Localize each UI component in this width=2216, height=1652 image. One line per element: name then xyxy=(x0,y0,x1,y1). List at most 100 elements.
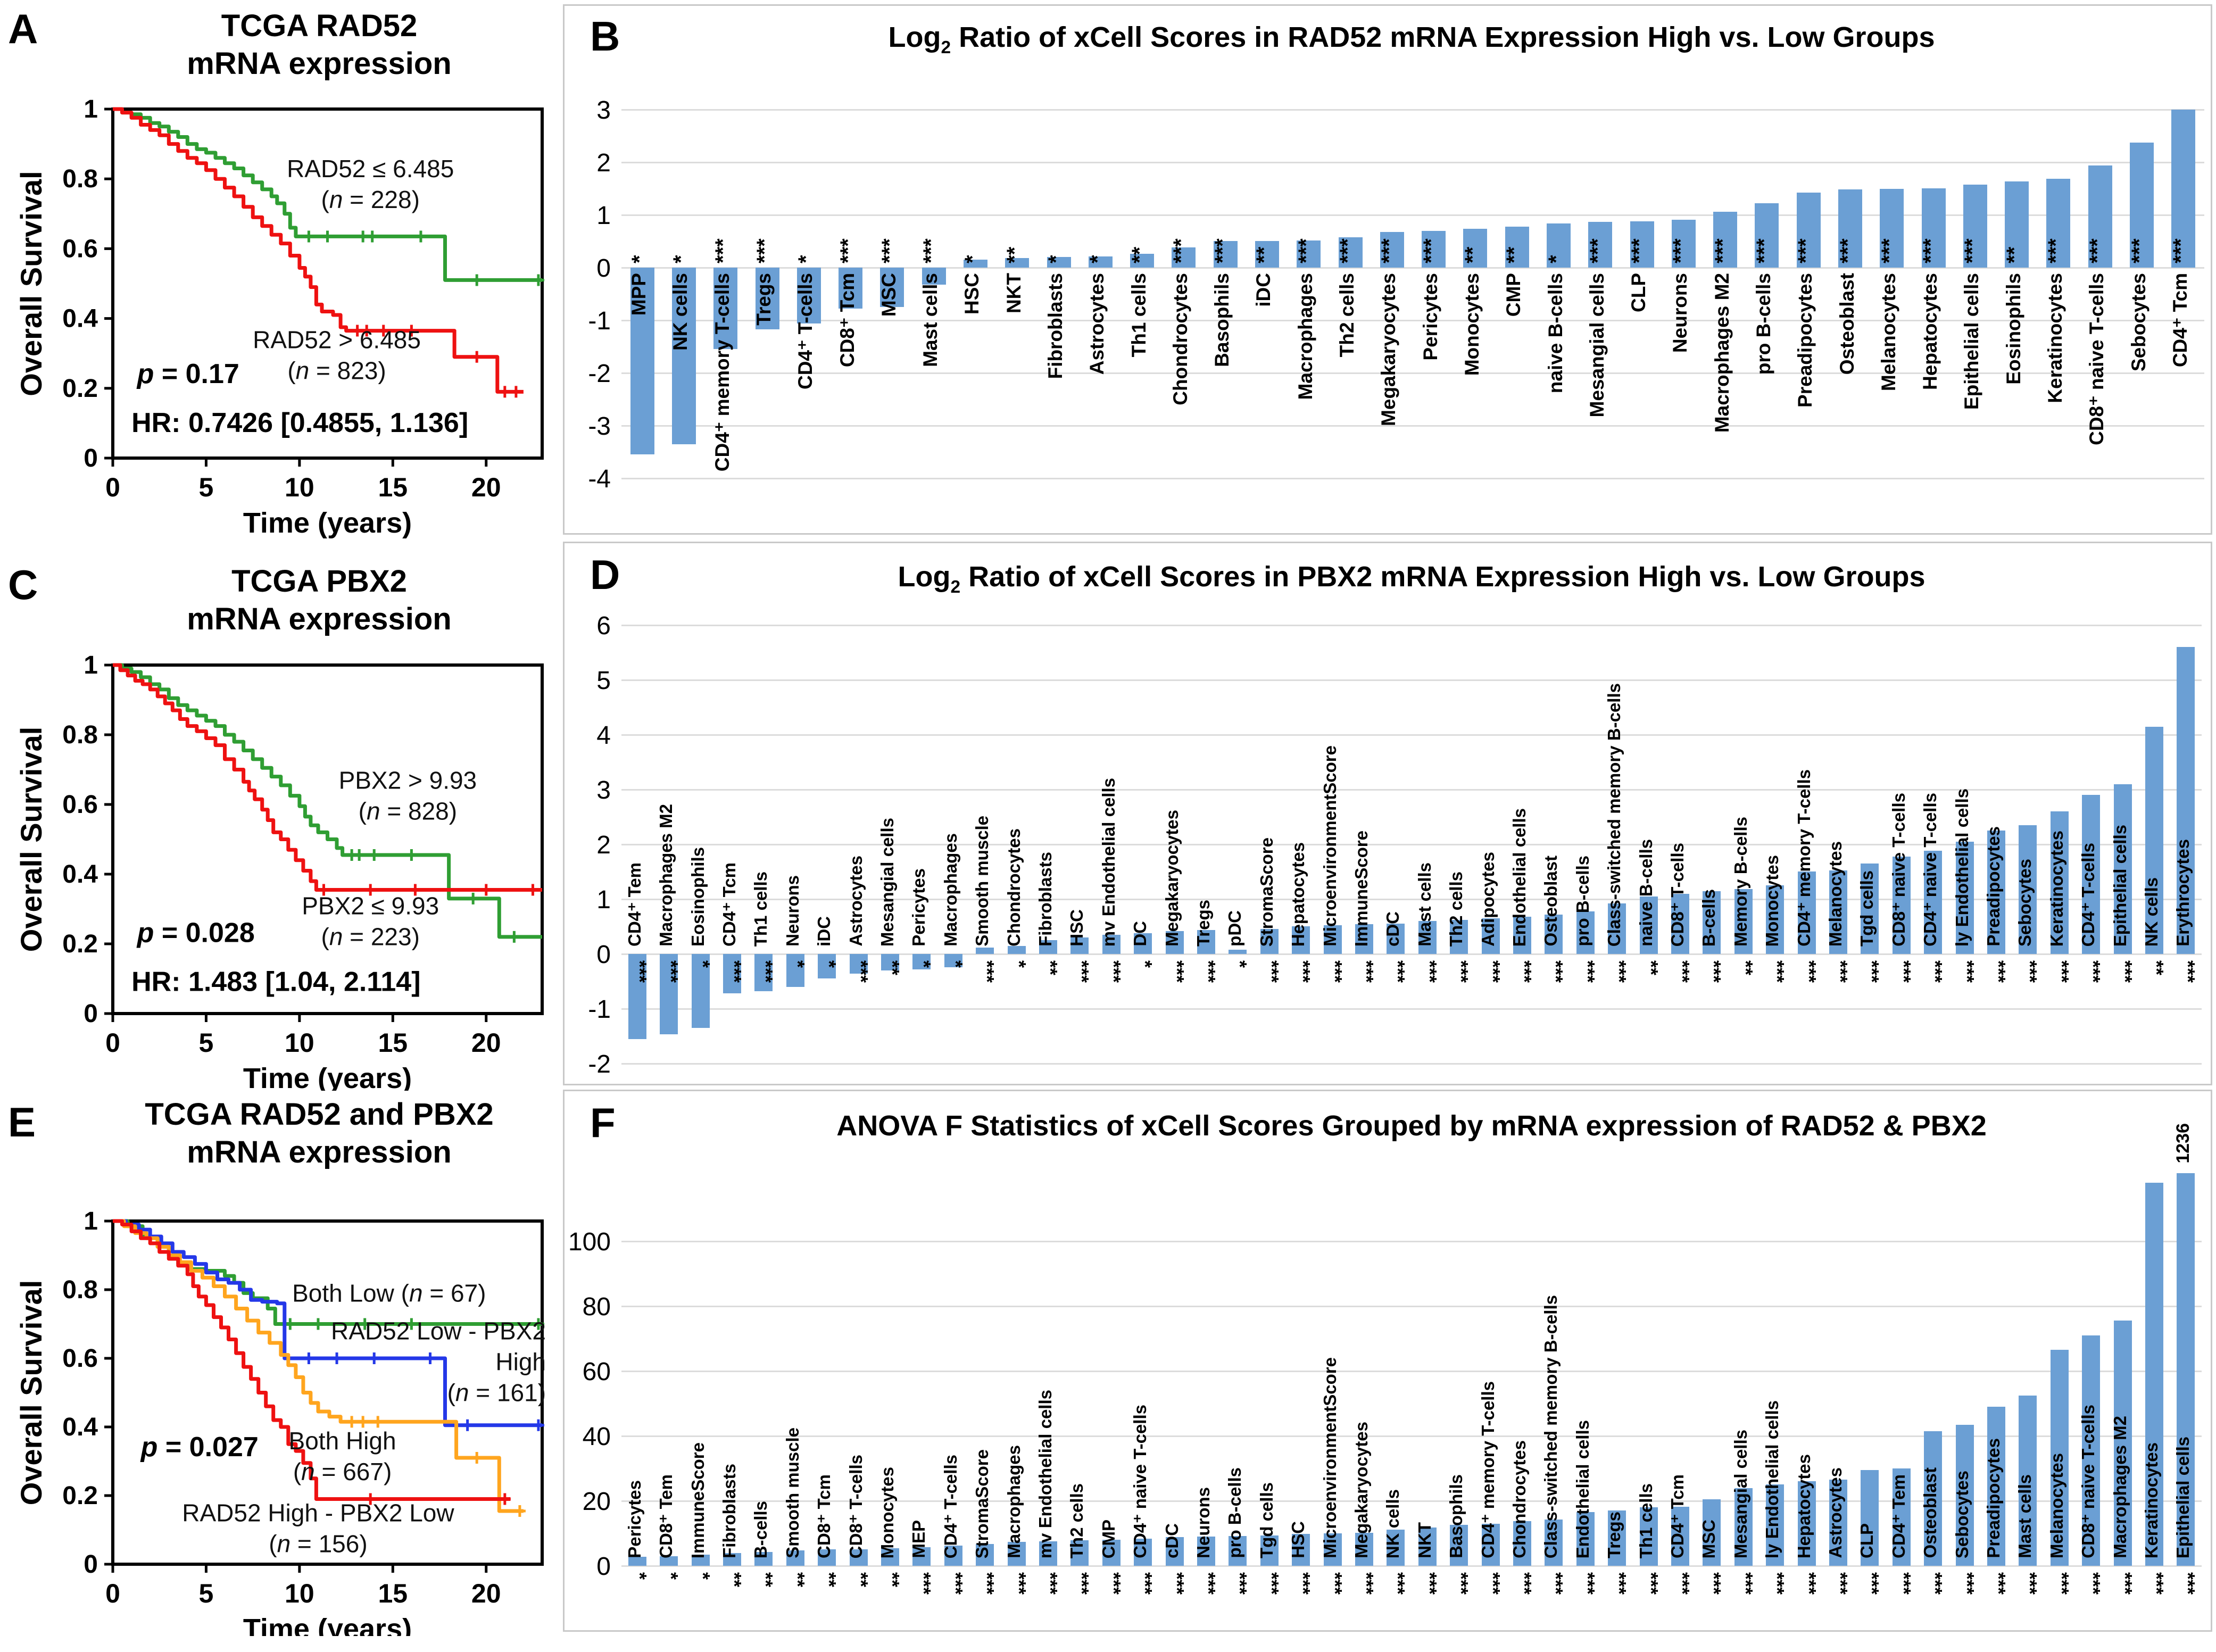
bar xyxy=(1297,240,1321,268)
km-curve xyxy=(113,107,542,282)
y-tick-label: 0.8 xyxy=(62,1276,98,1304)
significance-stars: *** xyxy=(945,1572,967,1595)
significance-stars: ** xyxy=(1735,960,1757,976)
significance-stars: *** xyxy=(1956,1572,1978,1595)
bar-label: Preadipocytes xyxy=(1983,1438,2003,1558)
km-curve xyxy=(113,1219,542,1427)
significance-stars: ** xyxy=(850,1572,872,1588)
bar-label: Tgd cells xyxy=(1257,1482,1276,1558)
series-label: RAD52 High - PBX2 Low xyxy=(182,1499,454,1526)
y-axis-tick-label: 5 xyxy=(596,667,611,695)
series-label: (n = 828) xyxy=(359,798,457,825)
bar xyxy=(1798,1481,1816,1566)
significance-stars: * xyxy=(1044,255,1068,263)
significance-stars: ** xyxy=(1461,246,1484,263)
bar xyxy=(1070,1540,1089,1566)
significance-stars: ** xyxy=(755,1572,777,1588)
bar-label: Endothelial cells xyxy=(1509,808,1529,947)
bar-label: Chondrocytes xyxy=(1169,273,1191,405)
km-rad52-title-line2: mRNA expression xyxy=(187,46,452,81)
y-axis-label: Overall Survival xyxy=(14,1280,48,1505)
x-tick-label: 5 xyxy=(199,472,214,502)
panel-letter-c: C xyxy=(8,561,38,608)
bar xyxy=(1922,188,1946,268)
bar xyxy=(628,954,646,1039)
bar-label: CD8⁺ naive T-cells xyxy=(1889,793,1908,947)
significance-stars: *** xyxy=(976,960,998,983)
bar-label: Monocytes xyxy=(877,1466,897,1558)
significance-stars: *** xyxy=(755,960,777,983)
significance-stars: *** xyxy=(1419,960,1441,983)
panel-letter-a: A xyxy=(8,5,38,52)
significance-stars: * xyxy=(818,960,840,968)
bar-label: B-cells xyxy=(751,1500,770,1558)
bar xyxy=(976,948,994,954)
bar xyxy=(1766,885,1784,954)
censor-mark xyxy=(361,325,373,337)
bar-label: CD8⁺ T-cells xyxy=(1667,842,1687,947)
y-axis-tick-label: -1 xyxy=(588,995,611,1024)
y-axis-label: Overall Survival xyxy=(14,171,48,396)
significance-stars: ** xyxy=(724,1572,745,1588)
bar-label: Erythrocytes xyxy=(2173,839,2193,947)
bar-label: StromaScore xyxy=(1257,837,1276,947)
bar-anova-plot: 100 80 60 40 20 0 Pericytes * CD8⁺ Tem * ImmuneSco… xyxy=(565,1091,2211,1630)
bar-label: Neurons xyxy=(1669,273,1691,353)
bar xyxy=(1963,185,1987,268)
bar xyxy=(1640,1507,1658,1566)
bar xyxy=(628,1557,646,1566)
bar xyxy=(797,268,821,323)
significance-stars: *** xyxy=(1482,960,1504,983)
bar xyxy=(692,954,710,1028)
bar-label: naive B-cells xyxy=(1636,839,1656,947)
censor-mark xyxy=(471,351,483,363)
series-label: (n = 161) xyxy=(447,1379,546,1407)
y-tick-label: 0.8 xyxy=(62,165,98,193)
significance-stars: *** xyxy=(1711,238,1734,263)
bar xyxy=(1513,1521,1531,1566)
bar-label: Basophils xyxy=(1446,1474,1466,1558)
significance-stars: *** xyxy=(1798,1572,1820,1595)
bar-label: MSC xyxy=(1699,1519,1719,1558)
significance-stars: *** xyxy=(1608,960,1630,983)
km-combined-title: TCGA RAD52 and PBX2 mRNA expression xyxy=(80,1096,559,1172)
significance-stars: * xyxy=(794,255,818,263)
bar-label: iDC xyxy=(1252,273,1274,307)
censor-mark xyxy=(532,1318,544,1330)
significance-stars: *** xyxy=(724,960,745,983)
y-axis-tick-label: -2 xyxy=(588,1050,611,1078)
bar xyxy=(754,1552,773,1566)
gridline xyxy=(621,679,2202,681)
gridline xyxy=(621,478,2204,479)
series-label: RAD52 ≤ 6.485 xyxy=(287,155,454,182)
bar-label: HSC xyxy=(1067,909,1086,947)
y-axis-tick-label: -2 xyxy=(588,360,611,388)
significance-stars: * xyxy=(669,255,693,263)
bar xyxy=(1987,831,2005,954)
bar-rad52-plot: 3 2 1 0 -1 -2 -3 -4 MPP * NK cells * CD4⁺ memory T-c… xyxy=(565,6,2211,533)
bar-label: NK cells xyxy=(2142,877,2161,947)
bar xyxy=(723,1553,741,1566)
significance-stars: *** xyxy=(1356,960,1377,983)
censor-mark xyxy=(513,1505,526,1517)
y-tick-label: 1 xyxy=(84,1207,98,1235)
bar-label: CD4⁺ Tem xyxy=(625,862,644,947)
significance-stars: *** xyxy=(1071,960,1093,983)
bar xyxy=(1505,227,1529,268)
bar xyxy=(1545,1520,1563,1566)
bar xyxy=(1829,1480,1847,1566)
bar xyxy=(1260,1535,1279,1566)
significance-stars: *** xyxy=(1103,960,1125,983)
significance-stars: *** xyxy=(1450,960,1472,983)
significance-stars: *** xyxy=(1229,1572,1251,1595)
bar-label: Sebocytes xyxy=(1952,1470,1972,1558)
km-curve xyxy=(113,663,542,939)
significance-stars: * xyxy=(692,960,714,968)
bar-label: iDC xyxy=(814,916,834,947)
bar xyxy=(818,1549,836,1566)
bar-label: CD8⁺ naive T-cells xyxy=(2086,273,2107,445)
bar xyxy=(1089,256,1113,268)
bar xyxy=(2088,165,2112,268)
censor-mark xyxy=(499,386,511,398)
